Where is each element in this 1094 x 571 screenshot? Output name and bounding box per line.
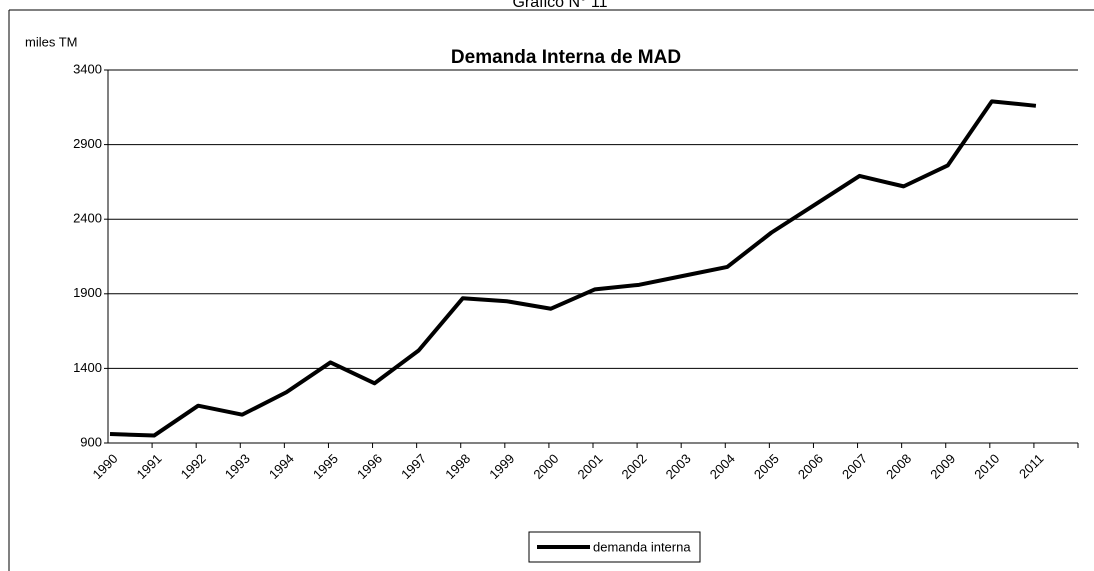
- x-tick-label: 1999: [486, 451, 517, 482]
- x-tick-label: 2011: [1016, 451, 1046, 481]
- y-tick-label: 1400: [73, 360, 102, 375]
- y-tick-label: 1900: [73, 285, 102, 300]
- x-tick-label: 1994: [266, 451, 297, 482]
- y-tick-label: 2900: [73, 136, 102, 151]
- x-tick-label: 2008: [883, 451, 914, 482]
- x-tick-label: 2009: [927, 451, 958, 482]
- y-tick-label: 900: [80, 434, 102, 449]
- x-tick-label: 2000: [530, 451, 561, 482]
- x-tick-label: 2010: [971, 451, 1002, 482]
- x-tick-label: 1998: [442, 451, 473, 482]
- x-tick-label: 2006: [795, 451, 826, 482]
- legend-box: [528, 531, 701, 563]
- chart-title: Demanda Interna de MAD: [451, 47, 681, 68]
- x-tick-label: 2007: [839, 451, 870, 482]
- x-tick-label: 2001: [574, 451, 605, 482]
- y-tick-label: 2400: [73, 211, 102, 226]
- x-tick-label: 1995: [310, 451, 341, 482]
- x-tick-label: 2002: [619, 451, 650, 482]
- y-tick-label: 3400: [73, 61, 102, 76]
- x-tick-label: 1997: [398, 451, 429, 482]
- x-tick-label: 2005: [751, 451, 782, 482]
- x-tick-label: 1992: [178, 451, 209, 482]
- x-tick-label: 1993: [222, 451, 253, 482]
- x-tick-label: 1991: [134, 451, 165, 482]
- x-tick-label: 1990: [89, 451, 120, 482]
- data-line: [109, 99, 1037, 438]
- x-tick-label: 1996: [354, 451, 385, 482]
- heading: Gráfico N° 11: [512, 0, 607, 11]
- y-axis-label: miles TM: [25, 34, 77, 49]
- legend-label: demanda interna: [593, 539, 691, 554]
- x-tick-label: 2003: [663, 451, 694, 482]
- x-tick-label: 2004: [707, 451, 738, 482]
